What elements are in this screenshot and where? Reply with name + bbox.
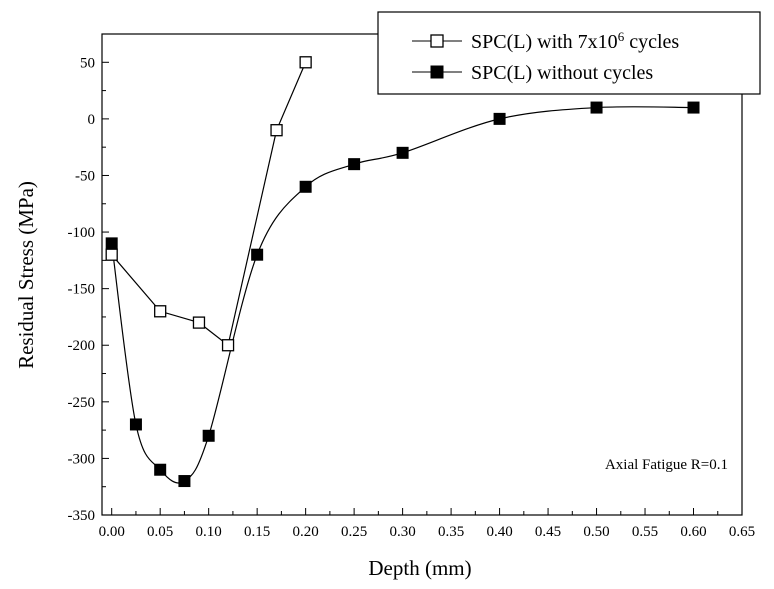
x-tick-label: 0.40 [486, 524, 512, 540]
legend: SPC(L) with 7x106 cycles SPC(L) without … [377, 11, 761, 95]
legend-box [377, 11, 761, 95]
legend-marker-series-2 [430, 65, 444, 79]
x-tick-label: 0.00 [99, 524, 125, 540]
plot-frame [101, 33, 743, 516]
x-tick-label: 0.55 [632, 524, 658, 540]
series-2-point [348, 158, 361, 171]
series-2-point [154, 463, 167, 476]
legend-label-series-1-tail: cycles [624, 31, 679, 53]
x-tick-label: 0.45 [535, 524, 561, 540]
y-tick-label: 50 [80, 55, 95, 71]
x-tick-label: 0.05 [147, 524, 173, 540]
series-2-point [202, 429, 215, 442]
series-1-line [111, 62, 307, 347]
y-tick-label: -150 [68, 282, 96, 298]
legend-marker-series-1 [430, 34, 444, 48]
y-tick-label: -300 [68, 451, 96, 467]
legend-label-series-1-main: SPC(L) with 7x10 [471, 31, 618, 53]
y-tick-label: -250 [68, 395, 96, 411]
x-tick-label: 0.30 [389, 524, 415, 540]
annotation-text: Axial Fatigue R=0.1 [605, 457, 728, 473]
series-2-point [396, 146, 409, 159]
x-tick-label: 0.50 [583, 524, 609, 540]
x-tick-label: 0.10 [196, 524, 222, 540]
y-axis-title: Residual Stress (MPa) [14, 181, 38, 369]
series-1-point [270, 124, 283, 137]
series-2-point [129, 418, 142, 431]
series-2-point [178, 475, 191, 488]
x-tick-label: 0.25 [341, 524, 367, 540]
series-2-point [687, 101, 700, 114]
x-axis-title: Depth (mm) [368, 556, 471, 580]
y-tick-label: -50 [75, 168, 95, 184]
series-2-point [105, 237, 118, 250]
series-2-curve [111, 106, 694, 484]
series-1-point [105, 248, 118, 261]
legend-label-series-2: SPC(L) without cycles [471, 62, 653, 84]
series-1-point [299, 56, 312, 69]
y-tick-label: 0 [88, 112, 96, 128]
y-tick-label: -350 [68, 508, 96, 524]
x-tick-label: 0.20 [293, 524, 319, 540]
curves-layer [111, 62, 694, 484]
y-tick-label: -100 [68, 225, 96, 241]
y-axis-ticks: 50 0 -50 -100 -150 -200 -250 -300 -350 [68, 55, 109, 524]
markers-layer [105, 56, 700, 488]
series-1-point [221, 339, 235, 352]
x-tick-label: 0.15 [244, 524, 270, 540]
x-tick-label: 0.65 [729, 524, 755, 540]
series-2-point [299, 180, 312, 193]
x-axis-ticks: 0.00 0.05 0.10 0.15 0.20 0.25 0.30 0.35 0.40 0.45… [99, 508, 755, 540]
series-2-point [590, 101, 603, 114]
legend-label-series-1-sup: 6 [618, 29, 625, 44]
series-2-point [493, 112, 506, 125]
legend-label-series-1: SPC(L) with 7x106 cycles [471, 29, 679, 54]
series-1-point [154, 305, 167, 318]
series-1-point [192, 316, 206, 329]
y-tick-label: -200 [68, 338, 96, 354]
x-tick-label: 0.35 [438, 524, 464, 540]
x-tick-label: 0.60 [680, 524, 706, 540]
series-2-point [251, 248, 264, 261]
